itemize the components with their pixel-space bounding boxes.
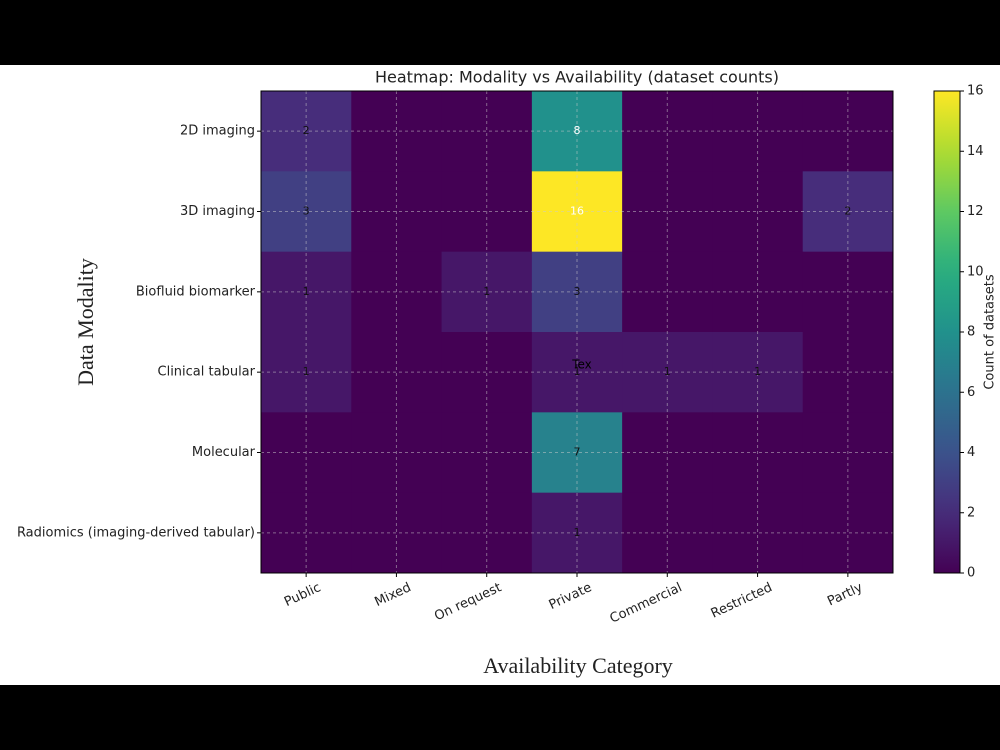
y-tick-label: Biofluid biomarker — [136, 284, 256, 299]
cell-label: 8 — [574, 124, 581, 137]
cell-label: 1 — [574, 365, 581, 378]
cell-label: 2 — [844, 205, 851, 218]
cell-label: 3 — [303, 205, 310, 218]
colorbar-tick-label: 16 — [967, 84, 984, 99]
cell-label: 1 — [303, 285, 310, 298]
colorbar-tick-label: 10 — [967, 264, 984, 279]
colorbar-tick-label: 12 — [967, 204, 984, 219]
cell-label: 16 — [570, 205, 584, 218]
y-tick-label: Clinical tabular — [158, 365, 256, 380]
y-axis-label: Data Modality — [73, 258, 98, 386]
colorbar — [933, 90, 961, 574]
colorbar-tick-label: 8 — [967, 325, 975, 340]
chart-title: Heatmap: Modality vs Availability (datas… — [375, 68, 779, 87]
x-axis-label: Availability Category — [483, 653, 673, 678]
cell-label: 1 — [303, 365, 310, 378]
cell-label: 1 — [574, 526, 581, 539]
colorbar-tick-label: 0 — [967, 566, 975, 581]
annotation: Tex — [571, 358, 592, 372]
y-tick-label: 3D imaging — [180, 204, 255, 219]
cell-label: 7 — [574, 446, 581, 459]
y-tick-label: 2D imaging — [180, 124, 255, 139]
colorbar-tick-label: 4 — [967, 445, 975, 460]
colorbar-tick-label: 2 — [967, 505, 975, 520]
colorbar-label: Count of datasets — [983, 274, 998, 390]
colorbar-tick-label: 6 — [967, 385, 975, 400]
cell-label: 1 — [664, 365, 671, 378]
cell-label: 3 — [574, 285, 581, 298]
cell-label: 1 — [754, 365, 761, 378]
colorbar-tick-label: 14 — [967, 144, 984, 159]
cell-label: 1 — [483, 285, 490, 298]
cell-label: 2 — [303, 124, 310, 137]
y-tick-label: Radiomics (imaging-derived tabular) — [17, 525, 255, 540]
y-tick-label: Molecular — [192, 445, 256, 460]
